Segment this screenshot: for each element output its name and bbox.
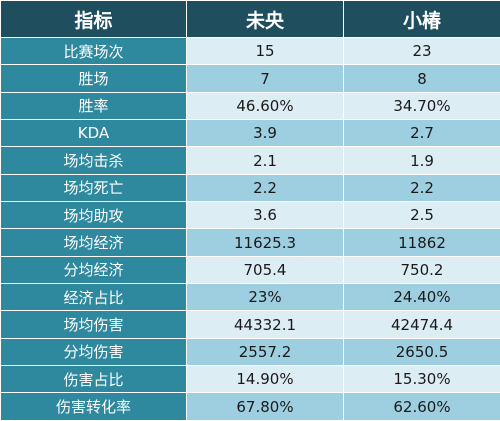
player-b-value: 11862 bbox=[343, 228, 500, 257]
table-row: 比赛场次 15 23 bbox=[0, 36, 500, 66]
player-b-value: 42474.4 bbox=[343, 310, 500, 339]
table-row: 胜场 7 8 bbox=[0, 64, 500, 93]
metric-cell: KDA bbox=[0, 119, 187, 148]
player-a-value: 3.6 bbox=[186, 201, 344, 230]
metric-cell: 经济占比 bbox=[0, 283, 187, 312]
metric-cell: 场均伤害 bbox=[0, 310, 187, 339]
metric-cell: 伤害占比 bbox=[0, 365, 187, 394]
header-player-a: 未央 bbox=[186, 0, 344, 38]
table-row: 分均经济 705.4 750.2 bbox=[0, 255, 500, 285]
player-b-value: 62.60% bbox=[343, 392, 500, 421]
player-b-value: 34.70% bbox=[343, 91, 500, 121]
player-b-value: 2.5 bbox=[343, 201, 500, 230]
player-a-value: 46.60% bbox=[186, 91, 344, 121]
player-a-value: 11625.3 bbox=[186, 228, 344, 257]
player-a-value: 15 bbox=[186, 36, 344, 66]
header-player-b: 小椿 bbox=[343, 0, 500, 38]
player-a-value: 14.90% bbox=[186, 365, 344, 394]
table-row: KDA 3.9 2.7 bbox=[0, 119, 500, 148]
player-a-value: 44332.1 bbox=[186, 310, 344, 339]
player-b-value: 8 bbox=[343, 64, 500, 93]
player-b-value: 2.7 bbox=[343, 119, 500, 148]
metric-cell: 场均经济 bbox=[0, 228, 187, 257]
table-body: 比赛场次 15 23 胜场 7 8 胜率 46.60% 34.70% KDA 3.9 2.7 场均击杀 2… bbox=[0, 36, 500, 421]
metric-cell: 伤害转化率 bbox=[0, 392, 187, 421]
player-b-value: 2.2 bbox=[343, 173, 500, 203]
table-row: 场均助攻 3.6 2.5 bbox=[0, 201, 500, 230]
table-row: 伤害转化率 67.80% 62.60% bbox=[0, 392, 500, 421]
player-a-value: 23% bbox=[186, 283, 344, 312]
table-row: 胜率 46.60% 34.70% bbox=[0, 91, 500, 121]
header-row: 指标 未央 小椿 bbox=[0, 0, 500, 38]
metric-cell: 胜场 bbox=[0, 64, 187, 93]
player-a-value: 705.4 bbox=[186, 255, 344, 285]
player-b-value: 15.30% bbox=[343, 365, 500, 394]
metric-cell: 胜率 bbox=[0, 91, 187, 121]
player-b-value: 2650.5 bbox=[343, 337, 500, 367]
metric-cell: 场均助攻 bbox=[0, 201, 187, 230]
player-b-value: 24.40% bbox=[343, 283, 500, 312]
player-a-value: 3.9 bbox=[186, 119, 344, 148]
table-row: 经济占比 23% 24.40% bbox=[0, 283, 500, 312]
metric-cell: 分均伤害 bbox=[0, 337, 187, 367]
table-row: 分均伤害 2557.2 2650.5 bbox=[0, 337, 500, 367]
table-row: 场均经济 11625.3 11862 bbox=[0, 228, 500, 257]
player-a-value: 67.80% bbox=[186, 392, 344, 421]
metric-cell: 场均死亡 bbox=[0, 173, 187, 203]
metric-cell: 比赛场次 bbox=[0, 36, 187, 66]
player-b-value: 750.2 bbox=[343, 255, 500, 285]
header-metric: 指标 bbox=[0, 0, 187, 38]
player-a-value: 2.1 bbox=[186, 146, 344, 175]
table-row: 场均击杀 2.1 1.9 bbox=[0, 146, 500, 175]
table-row: 场均伤害 44332.1 42474.4 bbox=[0, 310, 500, 339]
table-row: 场均死亡 2.2 2.2 bbox=[0, 173, 500, 203]
table-header: 指标 未央 小椿 bbox=[0, 0, 500, 38]
player-a-value: 2.2 bbox=[186, 173, 344, 203]
player-b-value: 1.9 bbox=[343, 146, 500, 175]
table-row: 伤害占比 14.90% 15.30% bbox=[0, 365, 500, 394]
metric-cell: 场均击杀 bbox=[0, 146, 187, 175]
player-b-value: 23 bbox=[343, 36, 500, 66]
player-a-value: 2557.2 bbox=[186, 337, 344, 367]
player-a-value: 7 bbox=[186, 64, 344, 93]
metric-cell: 分均经济 bbox=[0, 255, 187, 285]
